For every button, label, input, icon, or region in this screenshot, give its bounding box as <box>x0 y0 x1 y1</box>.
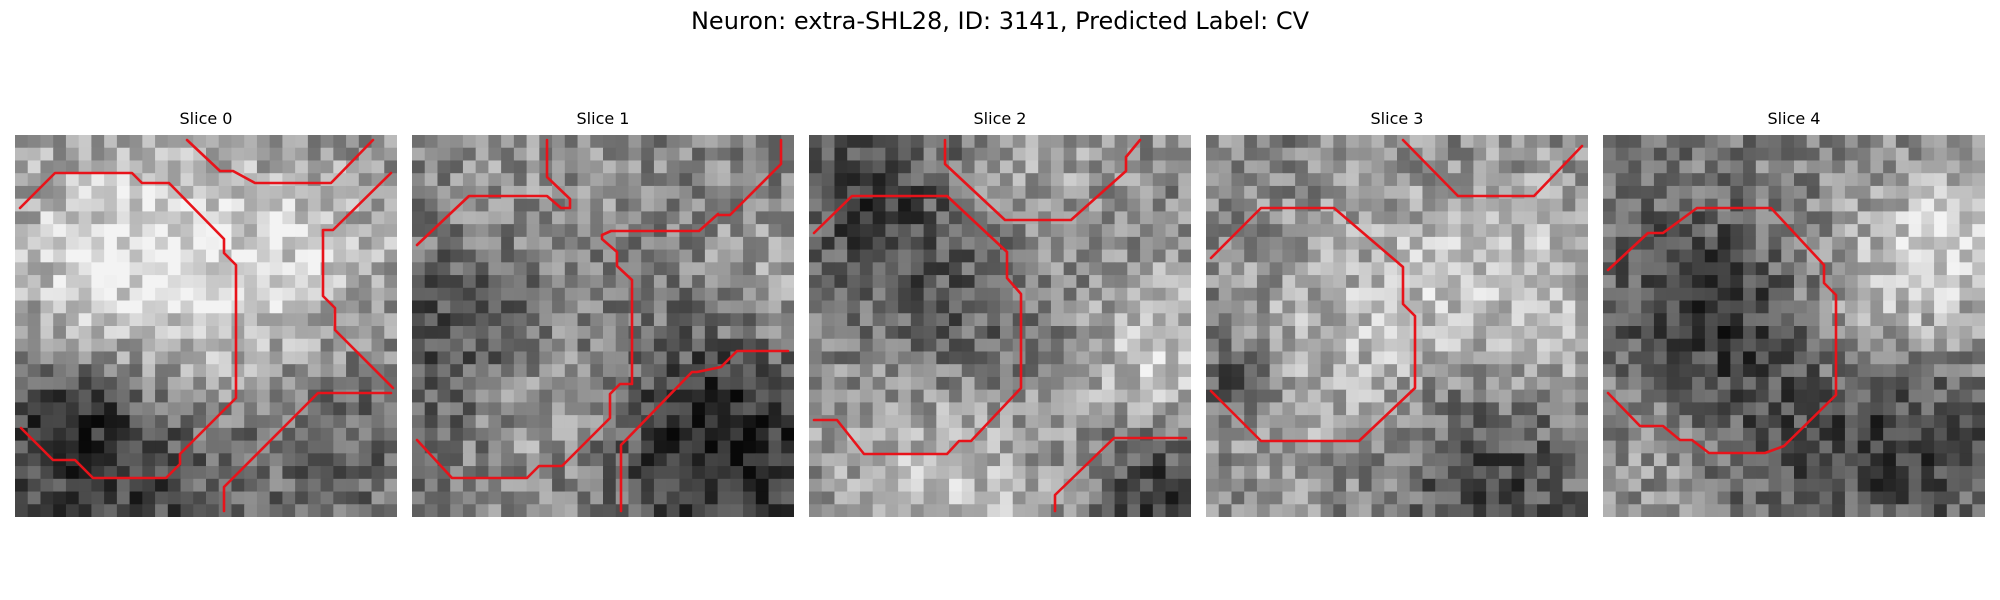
segmentation-contours <box>1209 138 1584 443</box>
grayscale-pixel-grid <box>1206 135 1588 517</box>
segmentation-contours <box>415 138 790 513</box>
adjacent-contour-bottom <box>222 391 393 513</box>
slice-panel-1: Slice 1 <box>412 108 794 517</box>
cell-contour-outline <box>1209 206 1417 443</box>
figure-title: Neuron: extra-SHL28, ID: 3141, Predicted… <box>690 7 1310 35</box>
slice-image-2 <box>809 135 1191 517</box>
grayscale-pixel-grid <box>1603 135 1985 517</box>
slice-image-1 <box>412 135 794 517</box>
adjacent-contour-right <box>619 349 790 513</box>
slice-title-1: Slice 1 <box>576 109 630 128</box>
adjacent-contour-top <box>185 138 375 185</box>
adjacent-contour-bottom <box>1053 436 1188 513</box>
slice-image-0 <box>15 135 397 517</box>
segmentation-contours <box>18 138 395 513</box>
cell-contour-outline <box>812 194 1023 456</box>
grayscale-pixel-grid <box>412 135 794 517</box>
cell-contour-lower <box>415 138 783 480</box>
slice-title-3: Slice 3 <box>1370 109 1424 128</box>
slice-panel-2: Slice 2 <box>809 108 1191 517</box>
slice-panel-0: Slice 0 <box>15 108 397 517</box>
slice-title-2: Slice 2 <box>973 109 1027 128</box>
grayscale-pixel-grid <box>809 135 1191 517</box>
segmentation-contours <box>1606 206 1838 455</box>
slice-panel-3: Slice 3 <box>1206 108 1588 517</box>
adjacent-contour-top <box>943 138 1142 222</box>
grayscale-pixel-grid <box>15 135 397 517</box>
slice-image-3 <box>1206 135 1588 517</box>
adjacent-contour-right <box>321 171 395 390</box>
cell-contour-outline <box>1606 206 1838 455</box>
slice-title-4: Slice 4 <box>1767 109 1821 128</box>
slice-title-0: Slice 0 <box>179 109 233 128</box>
segmentation-contours <box>812 138 1188 513</box>
adjacent-contour-top <box>1401 138 1584 198</box>
slice-image-4 <box>1603 135 1985 517</box>
cell-contour-outline <box>415 138 572 247</box>
slice-panel-4: Slice 4 <box>1603 108 1985 517</box>
cell-contour-outline <box>18 171 238 480</box>
